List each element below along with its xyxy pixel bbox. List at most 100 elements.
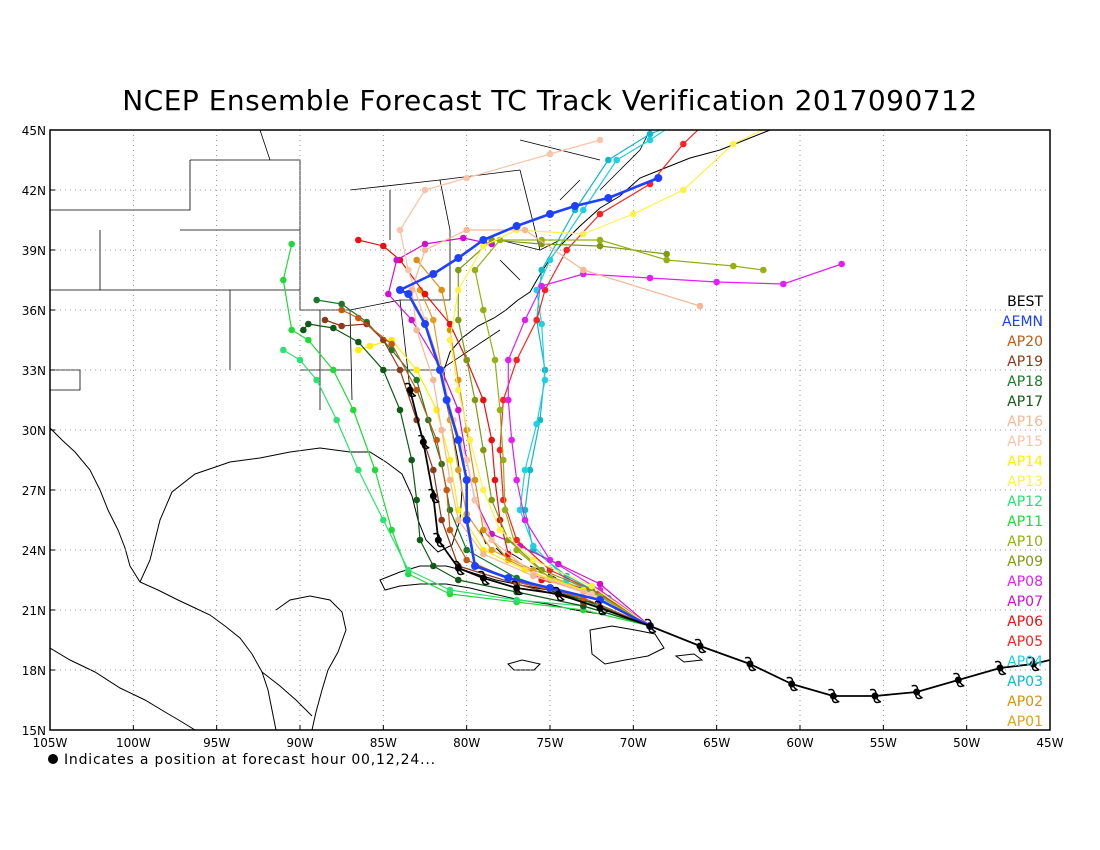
track-point-ap05 [533, 316, 540, 324]
track-point-ap19 [321, 316, 329, 324]
track-point-ap06 [480, 396, 487, 404]
track-point-ap16 [455, 516, 462, 524]
track-point-ap20 [433, 436, 440, 444]
legend-entry-ap16: AP16 [1007, 414, 1043, 430]
hurricane-glyph [404, 382, 417, 398]
track-point-ap06 [380, 242, 387, 250]
us-gulf-coast [139, 130, 771, 583]
lat-tick-label: 24N [22, 544, 46, 558]
lat-tick-label: 45N [22, 124, 46, 138]
track-point-ap12 [355, 466, 362, 474]
legend-entry-ap09: AP09 [1007, 554, 1043, 570]
track-point-ap04 [646, 136, 654, 144]
lon-tick-label: 50W [953, 736, 980, 750]
legend-entry-ap05: AP05 [1007, 634, 1043, 650]
track-point-aemn [546, 210, 554, 218]
legend-entry-ap18: AP18 [1007, 374, 1043, 390]
hurricane-glyph [1028, 656, 1040, 672]
track-point-ap07 [460, 234, 467, 242]
lat-tick-label: 15N [22, 724, 46, 738]
hurricane-glyph [644, 618, 657, 634]
track-point-ap06 [446, 320, 454, 328]
lat-tick-label: 18N [22, 664, 46, 678]
track-point-ap10 [730, 262, 737, 270]
track-line-ap17 [302, 323, 651, 627]
track-point-ap09 [471, 396, 479, 404]
track-point-ap12 [313, 376, 320, 384]
track-point-aemn [436, 366, 444, 374]
track-point-ap17 [408, 456, 415, 464]
track-point-ap16 [521, 226, 529, 234]
track-aemn [396, 174, 663, 630]
track-point-ap13 [480, 486, 487, 494]
lon-tick-label: 70W [620, 736, 647, 750]
track-ap08 [505, 260, 845, 630]
lat-tick-label: 21N [22, 604, 46, 618]
legend-entry-ap04: AP04 [1007, 654, 1043, 670]
track-point-ap18 [413, 376, 420, 384]
hurricane-glyph [744, 656, 757, 672]
legend-entry-ap17: AP17 [1007, 394, 1043, 410]
track-point-aemn [471, 562, 479, 570]
hurricane-glyph [453, 560, 465, 576]
track-point-ap13 [496, 526, 504, 534]
hurricane-glyph [994, 660, 1007, 676]
legend-entry-ap10: AP10 [1007, 534, 1043, 550]
jamaica-outline [507, 659, 541, 671]
track-point-ap11 [388, 526, 395, 534]
track-point-ap17 [430, 562, 437, 570]
track-point-ap13 [446, 336, 454, 344]
track-point-ap08 [596, 586, 604, 594]
track-point-ap09 [596, 242, 604, 250]
track-point-ap04 [533, 420, 540, 428]
track-point-ap04 [521, 466, 529, 474]
track-point-ap17 [300, 326, 307, 334]
hurricane-glyph [553, 586, 565, 602]
footnote: Indicates a position at forecast hour 00… [48, 752, 436, 768]
track-point-ap08 [505, 396, 512, 404]
hurricane-glyph [869, 688, 882, 704]
track-point-ap17 [330, 324, 337, 332]
legend-entry-ap15: AP15 [1007, 434, 1043, 450]
legend-entry-ap03: AP03 [1007, 674, 1043, 690]
track-point-ap17 [380, 366, 387, 374]
legend-entry-ap06: AP06 [1007, 614, 1043, 630]
track-point-ap13 [588, 582, 595, 590]
track-point-ap01 [488, 546, 495, 554]
track-point-ap01 [455, 466, 462, 474]
track-point-ap07 [393, 256, 400, 264]
track-point-ap10 [500, 456, 507, 464]
footnote-text: Indicates a position at forecast hour 00… [64, 752, 436, 768]
track-point-ap09 [455, 266, 462, 274]
track-point-ap08 [538, 282, 545, 290]
track-point-ap17 [305, 320, 312, 328]
track-ap03 [521, 130, 663, 630]
track-ap20 [338, 306, 654, 630]
track-point-ap07 [421, 240, 429, 248]
track-point-ap10 [496, 406, 504, 414]
track-point-ap05 [500, 396, 507, 404]
track-point-ap04 [677, 117, 684, 124]
track-point-ap19 [338, 322, 345, 330]
track-point-ap13 [455, 286, 462, 294]
track-point-ap09 [488, 496, 495, 504]
gulf-coastline [50, 427, 277, 730]
track-line-ap06 [358, 239, 651, 627]
legend-entry-ap02: AP02 [1007, 694, 1043, 710]
track-point-ap08 [646, 274, 654, 282]
track-point-ap10 [491, 356, 499, 364]
track-point-ap10 [501, 506, 509, 514]
lon-tick-labels: 105W 100W 95W 90W 85W 80W 75W 70W 65W 60W 55W 50W 45… [33, 725, 1064, 750]
track-point-ap10 [760, 266, 767, 274]
track-point-ap13 [680, 186, 687, 194]
track-point-ap20 [413, 386, 420, 394]
track-point-ap10 [596, 236, 604, 244]
track-point-ap11 [288, 240, 295, 248]
track-point-ap14 [366, 342, 374, 350]
track-point-ap04 [546, 256, 554, 264]
track-point-ap12 [333, 416, 340, 424]
track-point-ap11 [280, 276, 287, 284]
track-point-ap15 [463, 456, 470, 464]
track-point-ap01 [416, 286, 424, 294]
legend-entry-ap07: AP07 [1007, 594, 1043, 610]
